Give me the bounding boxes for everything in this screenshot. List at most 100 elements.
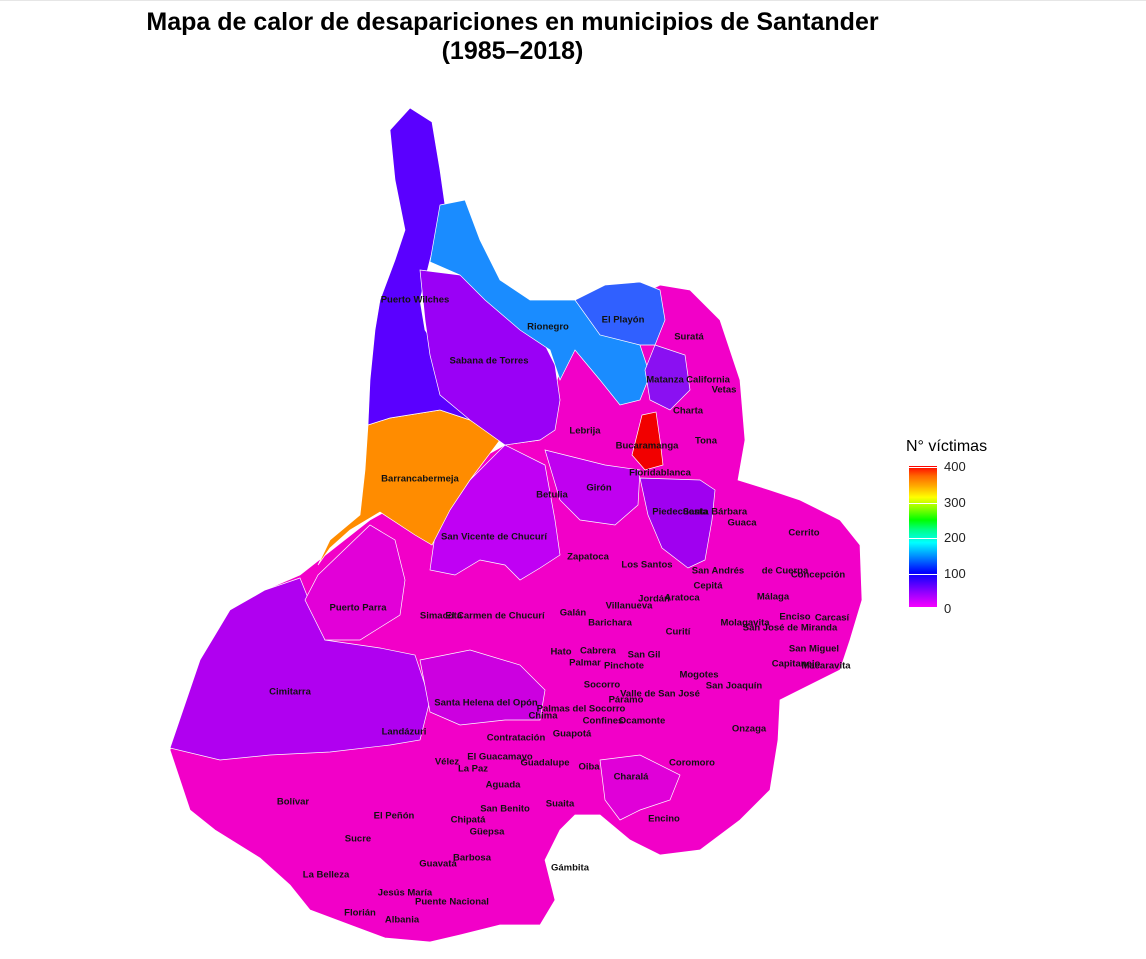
region-charala — [599, 754, 681, 821]
municipality-label: de Cuerpa — [762, 566, 809, 577]
region-cimitarra — [169, 577, 431, 761]
municipality-label: Chima — [528, 711, 558, 722]
municipality-label: Palmar — [569, 658, 601, 669]
municipality-label: San José de Miranda — [743, 623, 838, 634]
legend-tick-mark — [909, 467, 937, 468]
municipality-label: Palmas del Socorro — [537, 704, 626, 715]
municipality-label: Betulia — [536, 490, 568, 501]
municipality-label: Guaca — [727, 518, 757, 529]
municipality-label: Suaita — [546, 799, 575, 810]
municipality-label: Sabana de Torres — [449, 356, 528, 367]
municipality-label: El Peñón — [374, 811, 415, 822]
municipality-label: Floridablanca — [629, 468, 691, 479]
municipality-label: Barrancabermeja — [381, 474, 459, 485]
municipality-label: Suratá — [674, 332, 704, 343]
municipality-label: Guapotá — [553, 729, 592, 740]
municipality-label: Güepsa — [470, 827, 506, 838]
municipality-label: Macaravita — [801, 661, 851, 672]
municipality-label: California — [686, 375, 731, 386]
legend-tick-mark — [909, 538, 937, 539]
municipality-label: Santa Bárbara — [683, 507, 748, 518]
municipality-label: Jordán — [638, 594, 670, 605]
legend-tick-200: 200 — [944, 530, 966, 545]
region-el-playon — [574, 281, 666, 346]
municipality-label: Rionegro — [527, 322, 569, 333]
municipality-label: El Carmen de Chucurí — [445, 611, 545, 622]
municipality-label: Landázuri — [382, 727, 427, 738]
municipality-label: Jesús María — [378, 888, 433, 899]
region-giron — [544, 449, 641, 526]
municipality-label: San Miguel — [789, 644, 839, 655]
municipality-label: Socorro — [584, 680, 621, 691]
region-matanza — [644, 344, 691, 411]
municipality-label: Guadalupe — [520, 758, 569, 769]
legend-title: N° víctimas — [906, 438, 988, 455]
municipality-label: Albania — [385, 915, 420, 926]
municipality-label: Los Santos — [621, 560, 672, 571]
municipality-label: Cabrera — [580, 646, 617, 657]
municipality-label: Concepción — [791, 570, 846, 581]
region-santa-helena — [419, 649, 546, 726]
municipality-label: San Vicente de Chucurí — [441, 532, 547, 543]
municipality-label: Santa Helena del Opón — [434, 698, 538, 709]
legend-color-bar — [909, 466, 937, 608]
municipality-label: San Gil — [628, 650, 661, 661]
legend-tick-mark — [909, 607, 937, 608]
municipality-label: Carcasí — [815, 613, 850, 624]
municipality-label: Confines — [583, 716, 624, 727]
region-bucaramanga — [631, 411, 664, 471]
municipality-label: San Joaquín — [706, 681, 763, 692]
municipality-label: Contratación — [487, 733, 546, 744]
legend-tick-mark — [909, 503, 937, 504]
legend-tick-mark — [909, 574, 937, 575]
legend-tick-100: 100 — [944, 566, 966, 581]
municipality-label: Cimitarra — [269, 687, 311, 698]
municipality-labels: Puerto Wilches Rionegro El Playón Suratá Sab… — [269, 295, 851, 926]
region-rionegro — [429, 199, 651, 406]
municipality-label: Gámbita — [551, 863, 590, 874]
municipality-label: Valle de San José — [620, 689, 700, 700]
municipality-label: Mogotes — [679, 670, 718, 681]
top-border — [0, 0, 1146, 1]
region-puerto-parra — [304, 524, 406, 641]
municipality-label: Matanza — [646, 375, 684, 386]
municipality-label: Chipatá — [451, 815, 487, 826]
title-line-1: Mapa de calor de desapariciones en munic… — [146, 8, 879, 36]
municipality-label: San Benito — [480, 804, 530, 815]
map-title: Mapa de calor de desapariciones en munic… — [60, 8, 965, 66]
municipality-label: Bolívar — [277, 797, 310, 808]
municipality-label: Puerto Wilches — [381, 295, 450, 306]
municipality-label: Tona — [695, 436, 718, 447]
municipality-label: Pinchote — [604, 661, 644, 672]
municipality-label: Bucaramanga — [616, 441, 680, 452]
municipality-label: Málaga — [757, 592, 790, 603]
municipality-label: Aguada — [486, 780, 522, 791]
region-piedecuesta — [639, 477, 716, 569]
municipality-label: Florián — [344, 908, 376, 919]
municipality-label: Villanueva — [606, 601, 654, 612]
municipality-label: La Paz — [458, 764, 488, 775]
municipality-label: El Playón — [602, 315, 645, 326]
municipality-label: Barichara — [588, 618, 633, 629]
municipality-label: Vélez — [435, 757, 460, 768]
municipality-label: Aratoca — [664, 593, 700, 604]
municipality-label: Encino — [648, 814, 680, 825]
municipality-label: La Belleza — [303, 870, 350, 881]
legend: N° víctimas 400 300 200 100 0 — [906, 438, 1016, 628]
municipality-label: Enciso — [779, 612, 810, 623]
municipality-label: Guavatá — [419, 859, 457, 870]
municipality-label: Sucre — [345, 834, 371, 845]
municipality-label: Vetas — [712, 385, 737, 396]
municipality-label: Cerrito — [788, 528, 819, 539]
municipality-label: Barbosa — [453, 853, 492, 864]
municipality-label: Curití — [666, 627, 691, 638]
municipality-label: Girón — [586, 483, 612, 494]
municipality-label: Coromoro — [669, 758, 715, 769]
municipality-label: Galán — [560, 608, 587, 619]
municipality-label: Molagavita — [720, 618, 770, 629]
municipality-label: Capitanejo — [772, 659, 821, 670]
municipality-label: Páramo — [609, 695, 644, 706]
municipality-label: Cepitá — [693, 581, 723, 592]
municipality-label: Piedecuesta — [652, 507, 708, 518]
